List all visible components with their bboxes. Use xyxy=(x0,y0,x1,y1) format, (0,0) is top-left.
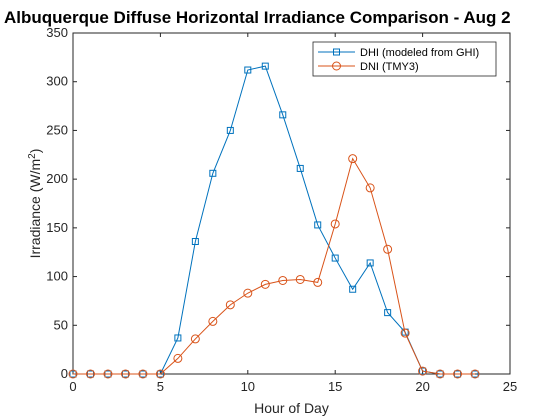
data-point xyxy=(384,309,392,317)
data-point xyxy=(68,369,78,379)
x-tick-label: 25 xyxy=(503,379,517,394)
x-tick-label: 0 xyxy=(69,379,76,394)
data-point xyxy=(348,154,358,164)
data-point xyxy=(260,279,270,289)
data-point xyxy=(400,328,410,338)
y-tick-label: 150 xyxy=(46,220,68,235)
data-point xyxy=(278,275,288,285)
data-point xyxy=(120,369,130,379)
y-axis: 0 50 100 150 200 250 300 350 xyxy=(46,25,510,381)
x-tick-label: 15 xyxy=(328,379,342,394)
chart-title: Albuquerque Diffuse Horizontal Irradianc… xyxy=(4,8,511,27)
y-tick-label: 50 xyxy=(54,317,68,332)
data-point xyxy=(85,369,95,379)
data-point xyxy=(279,111,287,119)
data-point xyxy=(365,183,375,193)
data-point xyxy=(155,369,165,379)
series-line-1 xyxy=(73,157,476,375)
data-point xyxy=(226,126,234,134)
data-point xyxy=(331,254,339,262)
data-point xyxy=(418,366,428,376)
series-layer xyxy=(68,62,480,379)
y-axis-label: Irradiance (W/m2) xyxy=(27,149,43,259)
legend-marker-0 xyxy=(333,48,340,56)
data-point xyxy=(383,244,393,254)
x-tick-label: 5 xyxy=(157,379,164,394)
data-point xyxy=(208,316,218,326)
data-point xyxy=(261,62,269,70)
series-1 xyxy=(68,154,480,379)
y-tick-label: 250 xyxy=(46,122,68,137)
data-point xyxy=(209,169,217,177)
y-axis-label-main: Irradiance (W/m xyxy=(27,159,43,259)
data-point xyxy=(138,369,148,379)
y-tick-label: 200 xyxy=(46,171,68,186)
data-point xyxy=(295,274,305,284)
data-point xyxy=(225,300,235,310)
data-point xyxy=(243,288,253,298)
data-point xyxy=(174,334,182,342)
y-tick-label: 0 xyxy=(61,366,68,381)
data-point xyxy=(173,353,183,363)
x-tick-label: 10 xyxy=(241,379,255,394)
data-point xyxy=(366,259,374,267)
data-point xyxy=(190,334,200,344)
y-tick-label: 300 xyxy=(46,74,68,89)
legend-box xyxy=(312,41,497,77)
data-point xyxy=(330,219,340,229)
y-axis-label-close: ) xyxy=(27,149,43,154)
x-axis: 0 5 10 15 20 25 xyxy=(69,33,517,394)
data-point xyxy=(314,221,322,229)
x-tick-label: 20 xyxy=(415,379,429,394)
legend-marker-1 xyxy=(332,61,341,71)
y-tick-label: 100 xyxy=(46,269,68,284)
legend-entry-1: DNI (TMY3) xyxy=(360,61,419,73)
plot-area xyxy=(72,32,511,375)
data-point xyxy=(191,237,199,245)
data-point xyxy=(435,369,445,379)
y-tick-label: 350 xyxy=(46,25,68,40)
data-point xyxy=(313,277,323,287)
legend: DHI (modeled from GHI) DNI (TMY3) xyxy=(312,41,497,77)
data-point xyxy=(470,369,480,379)
x-axis-label: Hour of Day xyxy=(254,400,329,416)
data-point xyxy=(349,285,357,293)
data-point xyxy=(103,369,113,379)
y-axis-label-sup: 2 xyxy=(27,153,38,159)
data-point xyxy=(453,369,463,379)
data-point xyxy=(296,164,304,172)
legend-entry-0: DHI (modeled from GHI) xyxy=(360,47,479,59)
data-point xyxy=(244,66,252,74)
